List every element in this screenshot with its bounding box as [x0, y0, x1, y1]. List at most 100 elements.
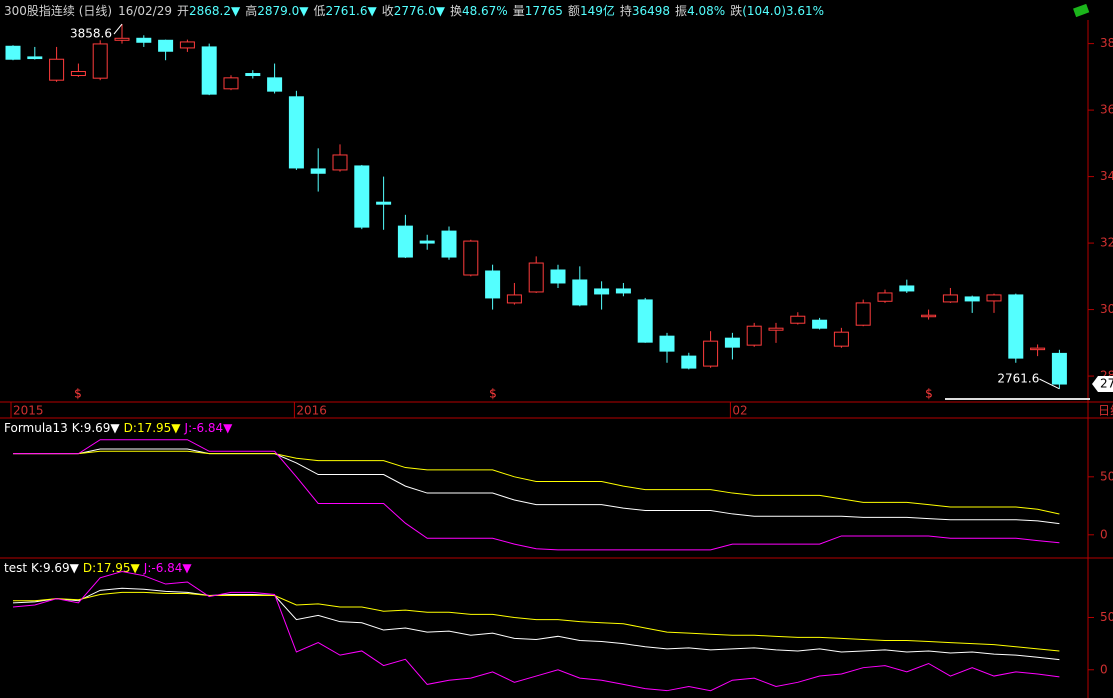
header-value: 48.67%: [462, 4, 508, 18]
y-tick-label: 0: [1100, 527, 1108, 541]
header-value: 36498: [632, 4, 670, 18]
header-value: 2868.2▼: [189, 4, 241, 18]
indicator-line: [13, 439, 1060, 551]
candle-body: [986, 294, 1002, 302]
candle-body: [594, 288, 610, 295]
candle-body: [179, 41, 195, 49]
candle-body: [49, 58, 65, 81]
header-label: 量: [513, 4, 525, 18]
indicator-legend: Formula13 K:9.69▼ D:17.95▼ J:-6.84▼: [4, 421, 233, 435]
indicator-line: [12, 570, 1060, 692]
period-label: 日线: [1098, 404, 1113, 418]
candle-body: [921, 314, 937, 318]
candle-body: [1051, 352, 1067, 385]
candle-body: [637, 299, 653, 343]
candle-body: [1008, 294, 1024, 359]
legend-entry: K:9.69▼: [72, 421, 121, 435]
header-label: 开: [177, 4, 189, 18]
x-tick-label: 2015: [13, 404, 44, 418]
candle-body: [223, 77, 239, 90]
candle-body: [833, 331, 849, 347]
settings-icon[interactable]: [1073, 3, 1090, 18]
candle-body: [790, 315, 806, 324]
icon-shape: [1073, 3, 1090, 18]
header-label: 收: [382, 4, 394, 18]
candle-body: [354, 165, 370, 228]
y-tick-label: 50: [1100, 469, 1113, 483]
candle-body: [746, 325, 762, 346]
header: 300股指连续 (日线) 16/02/29 开2868.2▼ 高2879.0▼ 低276…: [4, 3, 824, 18]
header-value: 2776.0▼: [394, 4, 446, 18]
header-label: 换: [450, 4, 462, 18]
legend-entry: D:17.95▼: [83, 561, 141, 575]
y-tick-label: 3400: [1100, 169, 1113, 183]
x-tick-label: 02: [732, 404, 747, 418]
high-annotation: 3858.6: [70, 27, 112, 41]
candle-body: [572, 279, 588, 306]
candle-body: [550, 269, 566, 284]
annotation-leader: [113, 23, 123, 35]
header-label: 跌: [730, 3, 742, 18]
candle-body: [899, 285, 915, 292]
y-tick-label: 3200: [1100, 236, 1113, 250]
y-tick-label: 0: [1100, 662, 1108, 676]
legend-entry: D:17.95▼: [124, 421, 182, 435]
marker: $: [925, 387, 933, 401]
candle-body: [615, 288, 631, 294]
candle-body: [332, 154, 348, 171]
header-value: 2879.0▼: [257, 4, 309, 18]
candle-body: [70, 71, 86, 77]
candle-body: [245, 73, 261, 77]
candle-body: [506, 294, 522, 304]
y-tick-label: 3800: [1100, 36, 1113, 50]
candle-body: [397, 225, 413, 258]
indicator-line: [13, 591, 1060, 652]
header-value: 4.08%: [687, 4, 725, 18]
candle-body: [267, 77, 283, 92]
candle-body: [5, 45, 21, 60]
candle-body: [1030, 347, 1046, 351]
header-label: 高: [245, 3, 257, 18]
annotation-leader: [1039, 378, 1060, 390]
candle-body: [681, 355, 697, 369]
y-tick-label: 50: [1100, 610, 1113, 624]
candle-body: [441, 230, 457, 258]
candle-body: [288, 96, 304, 169]
y-tick-label: 3600: [1100, 103, 1113, 117]
candle-body: [528, 262, 544, 293]
candle-body: [310, 168, 326, 174]
candle-body: [659, 335, 675, 352]
last-price-label: 2776.0: [1100, 377, 1113, 391]
header-value: (104.0)3.61%: [742, 4, 824, 18]
legend-entry: K:9.69▼: [31, 561, 80, 575]
candle-body: [136, 37, 152, 43]
candle-body: [158, 39, 174, 52]
candle-body: [27, 56, 43, 60]
candle-body: [114, 37, 130, 41]
last-price-box: [1092, 376, 1113, 393]
indicator-line: [13, 448, 1060, 525]
indicator-name: test: [4, 561, 27, 575]
candle-body: [376, 201, 392, 205]
header-label: 低: [313, 4, 325, 18]
low-annotation: 2761.6: [997, 372, 1039, 386]
candle-body: [485, 270, 501, 299]
header-date: 16/02/29: [118, 4, 172, 18]
header-title: 300股指连续 (日线): [4, 3, 112, 18]
candle-body: [419, 240, 435, 244]
header-label: 振: [675, 4, 687, 18]
candle-body: [964, 296, 980, 302]
indicator-line: [13, 450, 1060, 515]
candle-body: [92, 43, 108, 79]
legend-entry: J:-6.84▼: [184, 421, 234, 435]
x-tick-label: 2016: [296, 404, 327, 418]
candle-body: [942, 294, 958, 303]
marker: $: [74, 387, 82, 401]
candle-body: [201, 46, 217, 95]
marker: $: [489, 387, 497, 401]
header-value: 2761.6▼: [325, 4, 377, 18]
candle-body: [877, 292, 893, 302]
header-value: 17765: [525, 4, 563, 18]
candle-body: [703, 340, 719, 367]
